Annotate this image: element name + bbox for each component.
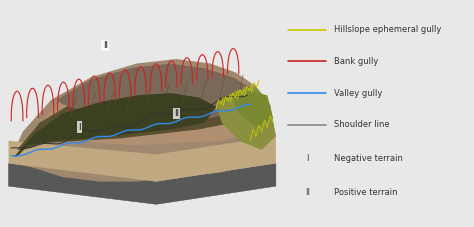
Polygon shape (14, 93, 216, 157)
Polygon shape (6, 59, 276, 182)
Text: II: II (305, 188, 310, 197)
Text: Negative terrain: Negative terrain (334, 154, 402, 163)
Text: Hillslope ephemeral gully: Hillslope ephemeral gully (334, 25, 441, 34)
Polygon shape (17, 86, 239, 150)
Polygon shape (57, 64, 256, 118)
Polygon shape (216, 86, 276, 150)
Text: Positive terrain: Positive terrain (334, 188, 397, 197)
Text: I: I (78, 123, 81, 132)
Text: Valley gully: Valley gully (334, 89, 382, 98)
Polygon shape (9, 136, 276, 182)
Polygon shape (9, 163, 276, 204)
Text: I: I (306, 154, 309, 163)
Text: II: II (103, 41, 108, 50)
Text: Shoulder line: Shoulder line (334, 120, 389, 129)
Polygon shape (28, 64, 270, 145)
Text: II: II (174, 109, 179, 118)
Text: Bank gully: Bank gully (334, 57, 378, 66)
Polygon shape (233, 91, 273, 127)
